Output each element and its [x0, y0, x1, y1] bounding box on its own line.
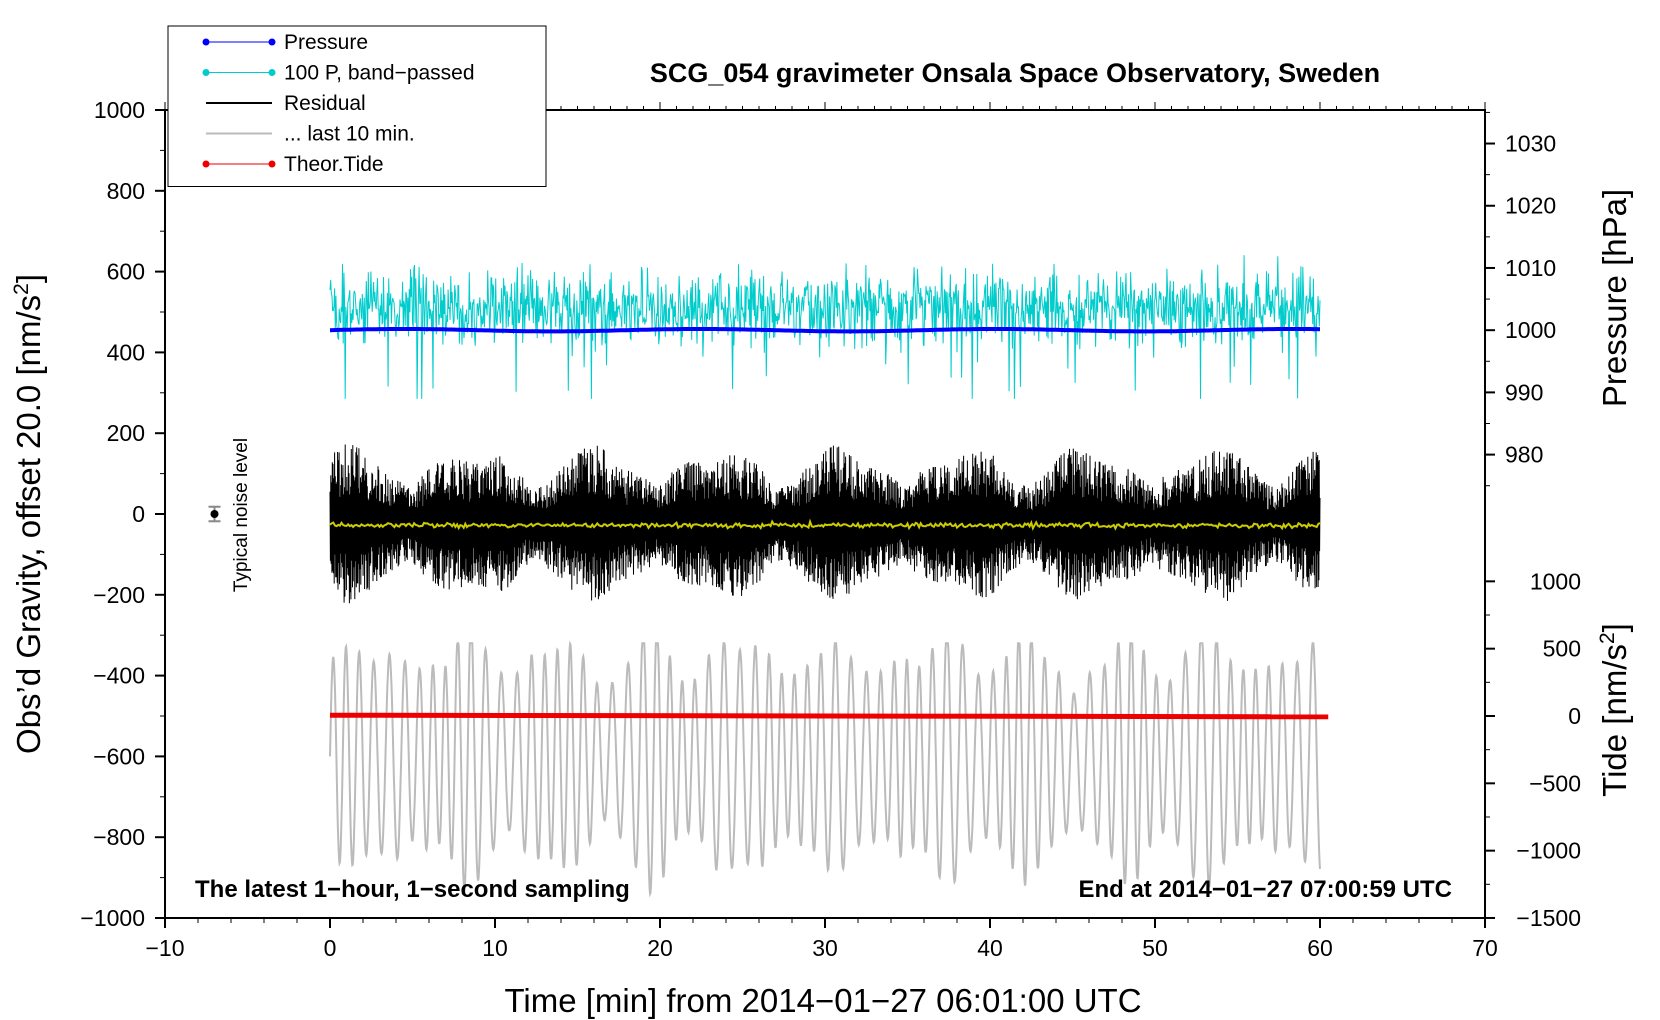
legend-label: Pressure — [284, 31, 368, 54]
legend: Pressure 100 P, band−passed Residual ... la… — [167, 25, 547, 187]
legend-swatch-marker — [268, 160, 276, 168]
data-traces — [329, 255, 1329, 898]
legend-box — [167, 25, 547, 187]
x-tick-label: 0 — [324, 935, 337, 961]
x-tick-label: 40 — [977, 935, 1003, 961]
pressure-tick-label: 1030 — [1505, 131, 1556, 157]
y-axis-title-tide-sup: 2 — [1596, 632, 1619, 644]
legend-swatch-marker — [202, 69, 210, 76]
pressure-tick-label: 1010 — [1505, 255, 1556, 281]
x-tick-label: 20 — [647, 935, 673, 961]
annotation-bottom-right: End at 2014−01−27 07:00:59 UTC — [1078, 876, 1452, 903]
y-axis-title-tide-close: ] — [1596, 623, 1633, 632]
x-tick-label: 50 — [1142, 935, 1168, 961]
legend-swatch-marker — [268, 38, 276, 46]
y-left-tick-label: −400 — [93, 663, 145, 689]
pressure-tick-label: 1000 — [1505, 317, 1556, 343]
x-axis-title: Time [min] from 2014−01−27 06:01:00 UTC — [504, 982, 1141, 1019]
y-left-tick-label: 1000 — [94, 97, 145, 123]
y-left-tick-label: −1000 — [80, 905, 145, 931]
y-axis-title-left: Obs’d Gravity, offset 20.0 [nm/s2] — [10, 274, 47, 754]
y-left-tick-label: 800 — [107, 178, 145, 204]
series-pressure-line — [329, 327, 1321, 334]
noise-level-marker — [208, 505, 221, 523]
legend-label: Residual — [284, 92, 366, 115]
series-theor-tide-line — [329, 712, 1329, 720]
legend-swatch-marker — [202, 160, 210, 168]
y-left-tick-label: −200 — [93, 582, 145, 608]
y-left-tick-label: 200 — [107, 420, 145, 446]
y-axis-title-left-text: Obs’d Gravity, offset 20.0 [nm/s — [10, 295, 47, 754]
y-left-tick-label: 400 — [107, 339, 145, 365]
y-axis-title-tide: Tide [nm/s2] — [1596, 623, 1633, 797]
tide-tick-label: −500 — [1529, 770, 1581, 796]
y-axis-title-left-close: ] — [10, 274, 47, 283]
tide-tick-label: 500 — [1543, 636, 1581, 662]
pressure-tick-label: 1020 — [1505, 193, 1556, 219]
y-axis-title-left-sup: 2 — [10, 283, 33, 295]
pressure-tick-label: 990 — [1505, 379, 1543, 405]
y-left-tick-label: 0 — [132, 501, 145, 527]
series-residual-mean-line — [329, 518, 1321, 531]
tide-tick-label: 0 — [1568, 703, 1581, 729]
legend-label: 100 P, band−passed — [284, 62, 475, 85]
x-tick-label: 10 — [482, 935, 508, 961]
x-tick-label: −10 — [145, 935, 184, 961]
legend-label: ... last 10 min. — [284, 123, 415, 146]
series-residual-line — [329, 444, 1321, 604]
x-tick-label: 60 — [1307, 935, 1333, 961]
y-left-tick-label: −800 — [93, 824, 145, 850]
pressure-tick-label: 980 — [1505, 442, 1543, 468]
legend-label: Theor.Tide — [284, 153, 384, 176]
tide-tick-label: −1500 — [1516, 905, 1581, 931]
legend-swatch-marker — [202, 38, 210, 46]
noise-point — [210, 510, 219, 518]
legend-swatch-marker — [268, 69, 276, 76]
axes: −10 0 10 20 30 40 50 60 70−1000−800−600−400−2000… — [80, 97, 1581, 961]
annotation-bottom-left: The latest 1−hour, 1−second sampling — [195, 876, 630, 903]
x-tick-label: 30 — [812, 935, 838, 961]
series-last-10-min-line — [329, 640, 1321, 898]
x-tick-label: 70 — [1472, 935, 1498, 961]
y-axis-title-tide-text: Tide [nm/s — [1596, 644, 1633, 797]
y-left-tick-label: −600 — [93, 743, 145, 769]
y-axis-title-pressure: Pressure [hPa] — [1596, 189, 1633, 407]
tide-tick-label: −1000 — [1516, 838, 1581, 864]
y-left-tick-label: 600 — [107, 259, 145, 285]
tide-tick-label: 1000 — [1530, 568, 1581, 594]
chart-title: SCG_054 gravimeter Onsala Space Observat… — [650, 58, 1380, 88]
series-band-passed-line — [329, 255, 1321, 399]
noise-level-label: Typical noise level — [231, 438, 252, 592]
